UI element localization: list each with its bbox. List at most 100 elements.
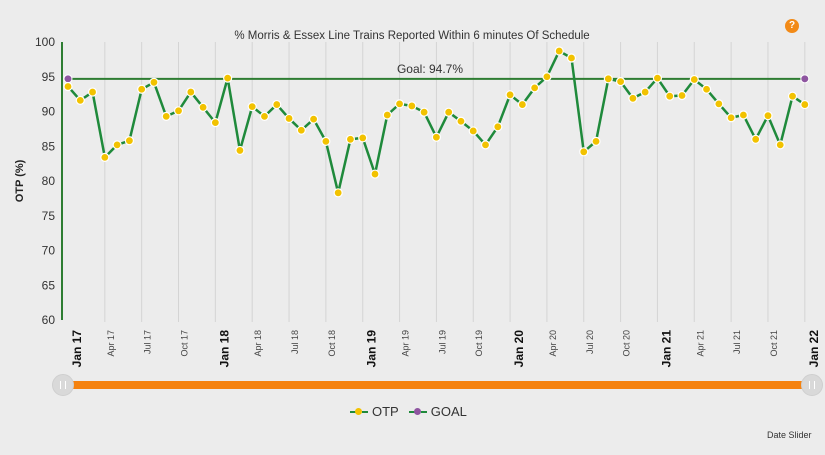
otp-point[interactable] [173,106,184,116]
x-tick-label: Jan 22 [807,330,821,368]
otp-point[interactable] [272,99,282,110]
y-tick-label: 80 [42,174,56,188]
otp-point[interactable] [223,73,233,83]
x-tick-label: Oct 19 [474,330,484,357]
otp-point[interactable] [640,87,650,97]
otp-point[interactable] [677,90,687,101]
otp-point[interactable] [763,111,773,121]
x-tick-label: Apr 17 [106,330,116,357]
x-tick-label: Apr 20 [548,330,558,357]
otp-point[interactable] [235,145,245,156]
x-tick-label: Jan 17 [70,330,84,368]
otp-point[interactable] [309,114,319,124]
otp-point[interactable] [468,126,478,136]
otp-point[interactable] [321,136,331,146]
otp-point[interactable] [714,99,724,109]
x-tick-label: Jan 21 [659,330,673,368]
otp-point[interactable] [333,188,343,198]
y-tick-label: 70 [42,244,56,258]
otp-point[interactable] [566,53,577,63]
otp-point[interactable] [701,84,712,94]
otp-point[interactable] [775,140,785,150]
goal-point[interactable] [63,74,73,84]
goal-point[interactable] [800,74,810,84]
x-tick-label: Jul 21 [732,330,742,354]
y-tick-label: 65 [42,278,56,292]
otp-point[interactable] [603,74,613,84]
otp-point[interactable] [112,140,122,150]
otp-point[interactable] [738,110,749,120]
otp-point[interactable] [530,83,540,93]
date-slider-end-handle[interactable] [801,374,823,396]
otp-point[interactable] [198,102,208,112]
x-tick-label: Jan 19 [365,330,379,368]
otp-point[interactable] [493,122,503,132]
otp-point[interactable] [419,107,429,117]
otp-point[interactable] [407,101,417,111]
otp-point[interactable] [726,113,736,123]
otp-point[interactable] [75,95,85,105]
otp-point[interactable] [431,132,441,142]
y-tick-label: 75 [42,209,56,223]
y-tick-label: 100 [35,35,55,49]
goal-annotation: Goal: 94.7% [397,62,463,76]
otp-point[interactable] [652,73,663,83]
otp-point[interactable] [284,113,294,124]
otp-point[interactable] [800,99,810,110]
otp-point[interactable] [542,72,552,82]
otp-point[interactable] [186,87,196,97]
otp-point[interactable] [628,93,638,103]
otp-point[interactable] [579,147,589,157]
legend-goal-label: GOAL [430,404,467,419]
x-tick-label: Oct 18 [327,330,337,357]
otp-point[interactable] [591,136,601,146]
otp-point[interactable] [161,111,171,121]
x-tick-label: Oct 20 [622,330,632,357]
otp-point[interactable] [296,125,306,135]
otp-point[interactable] [358,133,368,143]
otp-point[interactable] [665,91,675,101]
x-tick-label: Jul 17 [143,330,153,354]
help-icon[interactable]: ? [785,19,799,33]
otp-point[interactable] [394,99,405,109]
date-slider-start-handle[interactable] [52,374,74,396]
x-tick-label: Jul 19 [437,330,447,354]
otp-point[interactable] [87,87,98,97]
y-tick-label: 90 [42,105,56,119]
otp-point[interactable] [456,116,466,126]
legend: OTP GOAL [350,404,467,419]
otp-point[interactable] [505,90,515,100]
otp-point[interactable] [124,136,134,146]
x-tick-label: Apr 21 [695,330,705,357]
otp-point[interactable] [137,84,147,94]
otp-point[interactable] [247,102,257,112]
otp-point[interactable] [517,99,527,110]
otp-point[interactable] [100,152,110,162]
otp-point[interactable] [382,110,392,120]
otp-point[interactable] [480,140,491,150]
y-tick-label: 95 [42,70,56,84]
otp-point[interactable] [615,77,626,87]
y-axis-label: OTP (%) [14,159,26,202]
legend-otp[interactable]: OTP [350,404,399,419]
otp-point[interactable] [345,134,356,144]
otp-point[interactable] [554,46,564,56]
otp-point[interactable] [689,74,699,85]
date-slider-track[interactable] [62,381,812,389]
x-tick-label: Jul 18 [290,330,300,354]
otp-point[interactable] [444,107,454,117]
otp-point[interactable] [149,77,159,87]
otp-point[interactable] [63,81,73,92]
otp-point[interactable] [259,111,270,121]
otp-point[interactable] [370,169,380,179]
legend-otp-label: OTP [372,404,399,419]
x-tick-label: Jan 20 [512,330,526,368]
legend-goal[interactable]: GOAL [408,404,467,419]
otp-point[interactable] [751,134,761,144]
x-tick-label: Apr 18 [253,330,263,357]
x-tick-label: Jan 18 [217,330,231,368]
otp-point[interactable] [210,118,220,128]
x-tick-label: Oct 17 [180,330,190,357]
otp-point[interactable] [787,91,798,101]
